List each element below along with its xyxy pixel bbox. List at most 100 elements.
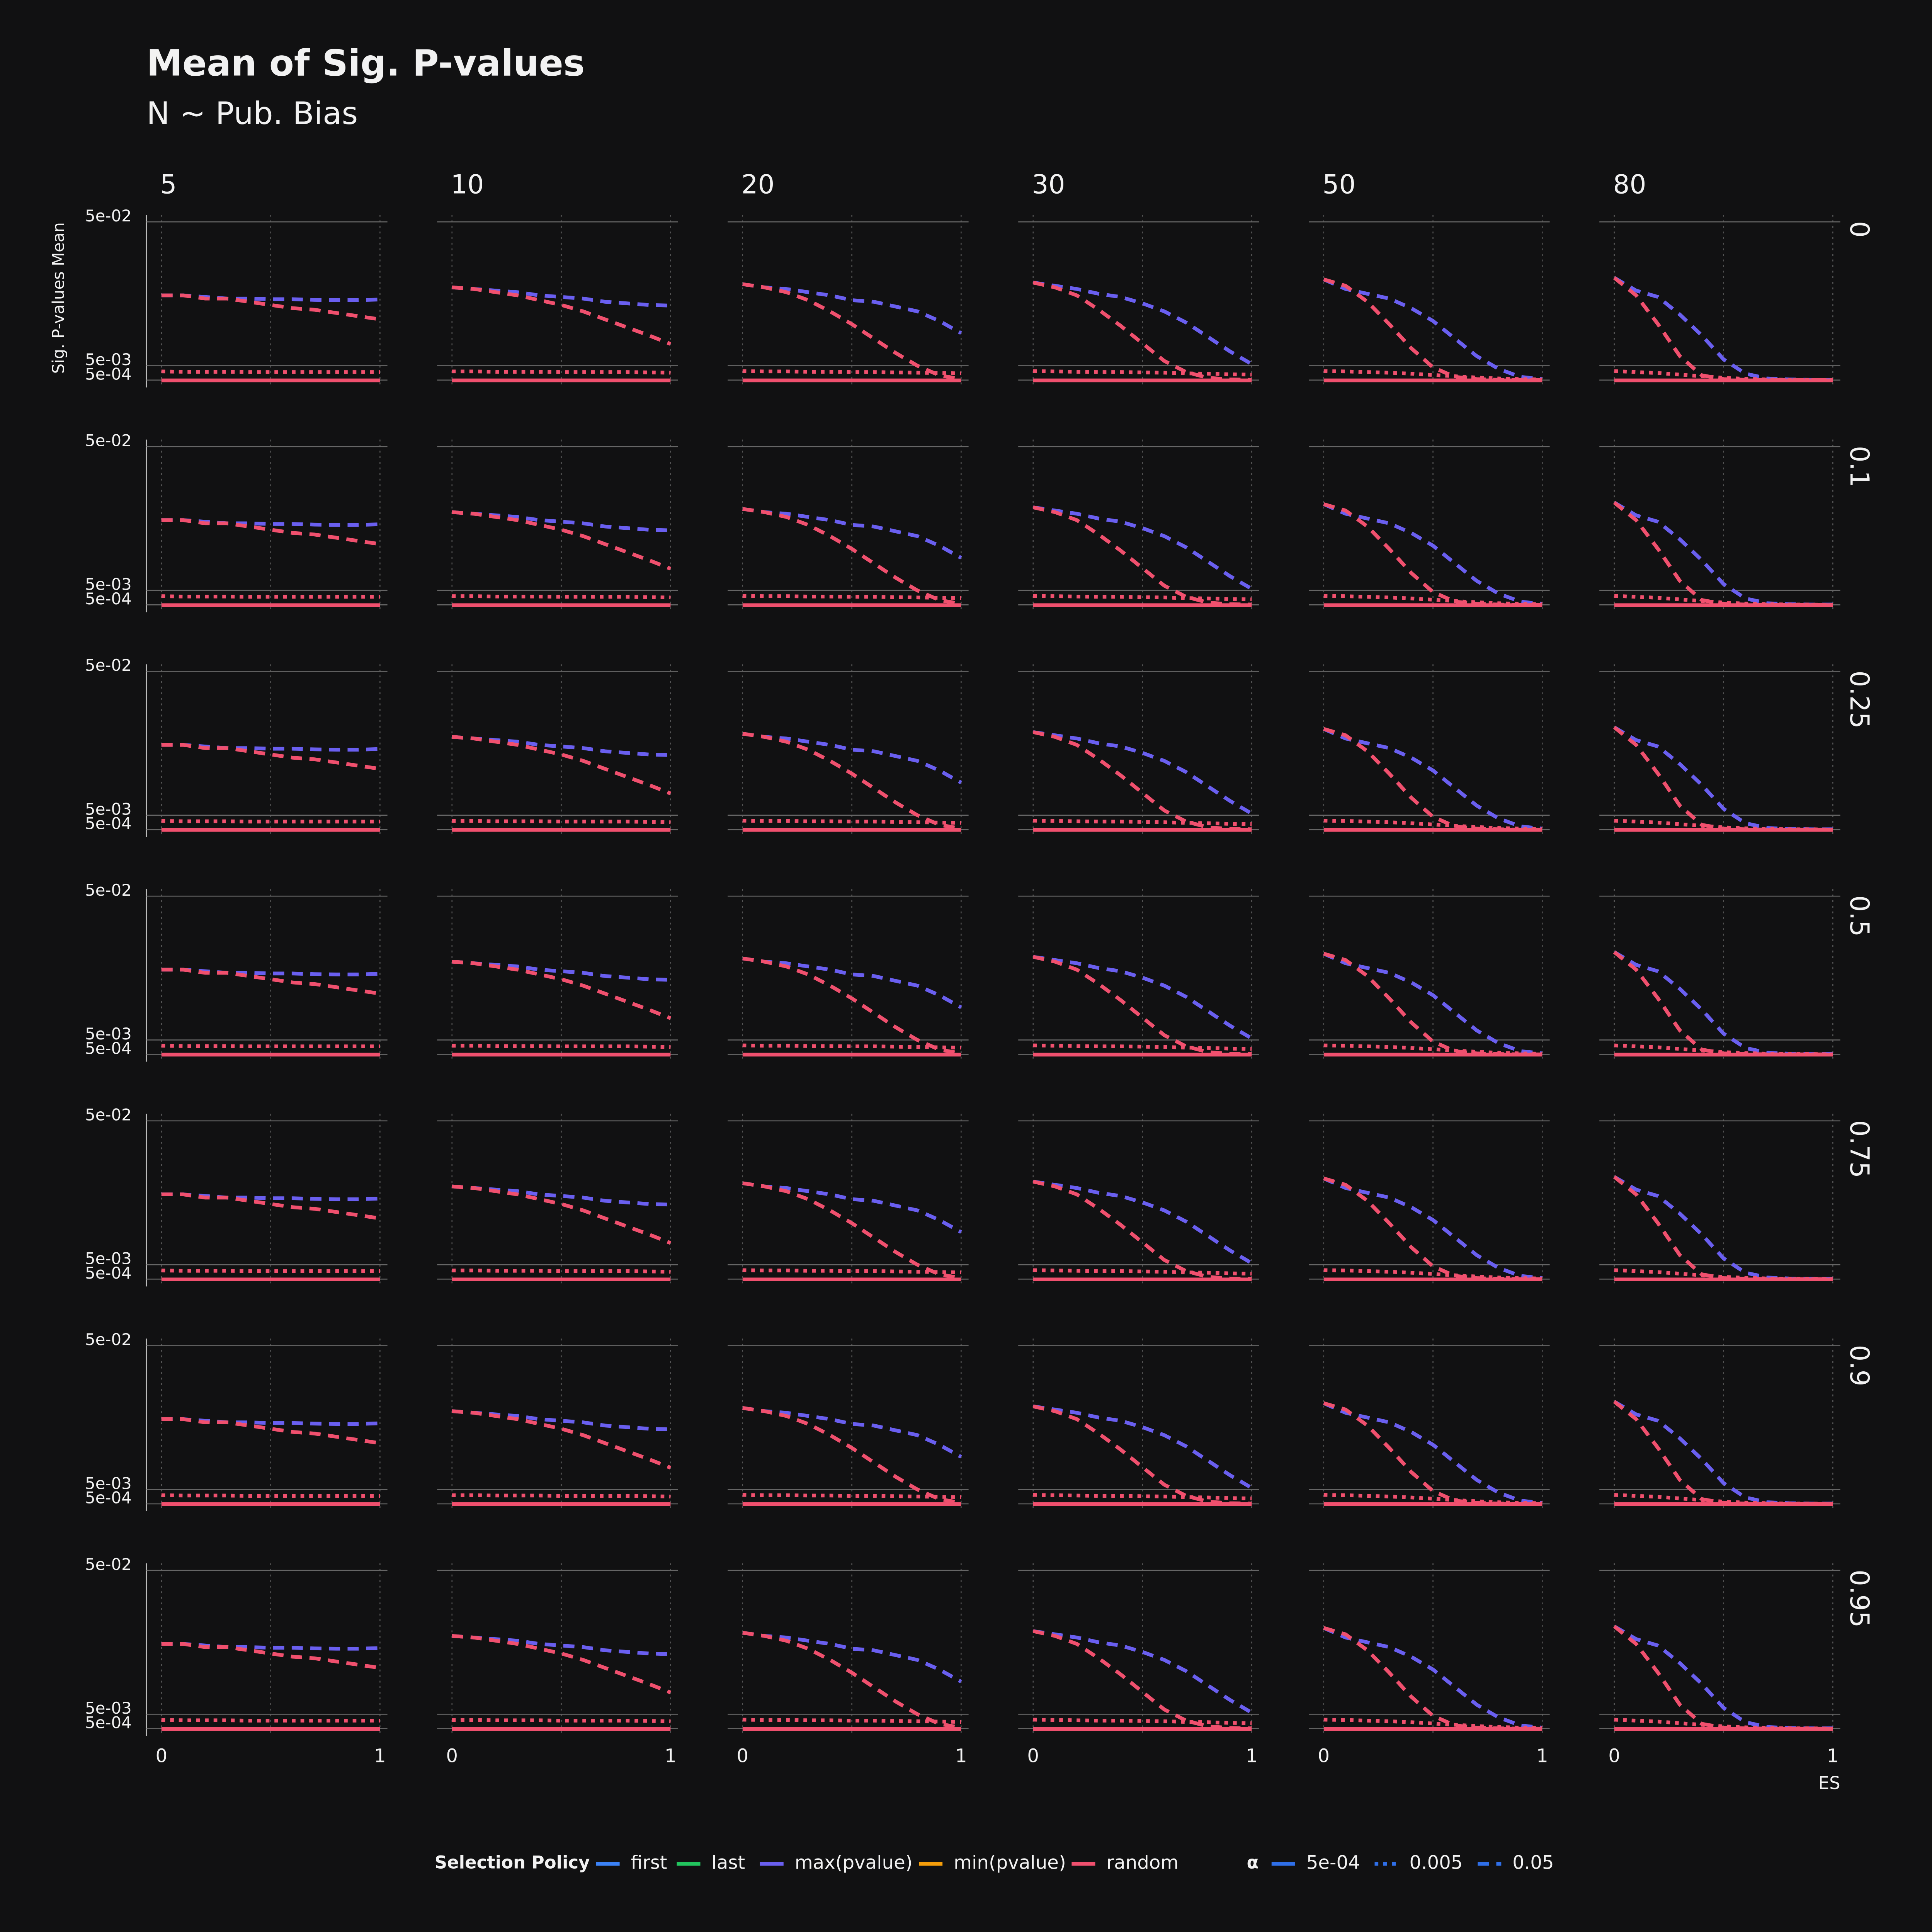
series-line	[742, 282, 962, 381]
series-line	[1323, 594, 1543, 606]
y-tick-label: 5e-03	[85, 1474, 131, 1493]
series-line	[1033, 281, 1253, 366]
series-line	[161, 1269, 380, 1273]
series-line	[1033, 1043, 1252, 1051]
y-tick-label: 5e-03	[85, 1699, 131, 1718]
series-line	[1613, 950, 1833, 1056]
series-line	[1323, 1718, 1543, 1730]
series-line	[1613, 1625, 1833, 1731]
y-tick-label: 5e-03	[85, 575, 131, 594]
series-line	[452, 1409, 672, 1469]
x-tick-label: 0	[1027, 1745, 1039, 1767]
series-line	[1032, 955, 1252, 1056]
series-line	[1323, 277, 1543, 381]
series-line	[1323, 952, 1543, 1056]
y-tick-label: 5e-04	[85, 814, 131, 833]
series-line	[1323, 727, 1543, 831]
series-line	[1032, 505, 1252, 607]
series-line	[1323, 952, 1543, 1055]
legend-label: 0.05	[1512, 1852, 1554, 1874]
y-tick-label: 5e-04	[85, 364, 131, 383]
series-line	[1032, 1629, 1252, 1730]
series-line	[452, 594, 671, 600]
series-line	[1613, 1400, 1833, 1505]
series-line	[1033, 505, 1253, 591]
series-line	[1323, 727, 1543, 832]
legend-label: 5e-04	[1306, 1852, 1360, 1874]
legend-label: random	[1106, 1852, 1179, 1874]
series-line	[1614, 594, 1833, 607]
series-line	[742, 1268, 961, 1274]
series-line	[452, 285, 672, 346]
series-line	[742, 818, 961, 825]
series-line	[1323, 1177, 1543, 1281]
series-line	[1613, 1400, 1833, 1506]
legend-title: Selection Policy	[435, 1852, 590, 1873]
y-tick-label: 5e-02	[85, 1555, 131, 1574]
y-tick-label: 5e-03	[85, 799, 131, 818]
series-line	[742, 1043, 961, 1050]
series-line	[1033, 1180, 1253, 1265]
series-line	[452, 819, 671, 824]
row-label: 0.1	[1844, 446, 1875, 487]
series-line	[1032, 730, 1252, 831]
series-line	[742, 1718, 961, 1724]
y-tick-label: 5e-02	[85, 881, 131, 900]
series-line	[1614, 1043, 1833, 1056]
y-tick-label: 5e-04	[85, 1039, 131, 1058]
series-line	[1033, 1629, 1253, 1714]
x-tick-label: 0	[446, 1745, 458, 1767]
series-line	[452, 1718, 671, 1723]
series-line	[742, 1493, 961, 1499]
x-tick-label: 1	[955, 1745, 967, 1767]
series-line	[742, 594, 961, 600]
series-line	[1032, 1180, 1252, 1281]
y-axis-label: Sig. P-values Mean	[49, 222, 68, 374]
series-line	[742, 369, 961, 376]
legend-label: first	[631, 1852, 667, 1874]
series-line	[161, 594, 380, 599]
chart-title: Mean of Sig. P-values	[146, 42, 585, 84]
series-line	[161, 1718, 380, 1723]
series-line	[1613, 1175, 1833, 1281]
series-line	[1323, 1043, 1543, 1056]
series-line	[1614, 1718, 1833, 1731]
series-line	[1323, 502, 1543, 606]
series-line	[1033, 1718, 1252, 1725]
x-tick-label: 1	[374, 1745, 386, 1767]
series-line	[1323, 1177, 1543, 1280]
series-line	[1323, 1626, 1543, 1730]
series-line	[1323, 277, 1543, 382]
series-line	[742, 1181, 962, 1280]
x-tick-label: 0	[1318, 1745, 1330, 1767]
series-line	[1033, 1404, 1253, 1490]
series-line	[1613, 1175, 1833, 1281]
column-label: 50	[1323, 169, 1356, 200]
x-tick-label: 1	[1536, 1745, 1548, 1767]
row-label: 0.25	[1844, 670, 1875, 728]
row-label: 0.95	[1844, 1570, 1875, 1628]
series-line	[452, 369, 671, 375]
series-line	[1033, 955, 1253, 1040]
series-line	[1614, 818, 1833, 832]
series-line	[742, 956, 962, 1055]
y-tick-label: 5e-02	[85, 656, 131, 675]
series-line	[1323, 818, 1543, 831]
x-tick-label: 1	[1827, 1745, 1839, 1767]
series-line	[1033, 730, 1253, 815]
series-line	[1614, 1493, 1833, 1506]
legend-label: min(pvalue)	[954, 1852, 1066, 1874]
x-axis-label: ES	[1818, 1773, 1840, 1793]
series-line	[1032, 1404, 1252, 1505]
y-tick-label: 5e-03	[85, 1249, 131, 1268]
series-line	[1613, 276, 1833, 382]
series-line	[452, 1044, 671, 1049]
series-line	[1033, 594, 1252, 602]
x-tick-label: 1	[665, 1745, 677, 1767]
y-tick-label: 5e-04	[85, 1713, 131, 1732]
legend-label: last	[711, 1852, 745, 1874]
x-tick-label: 0	[1608, 1745, 1620, 1767]
